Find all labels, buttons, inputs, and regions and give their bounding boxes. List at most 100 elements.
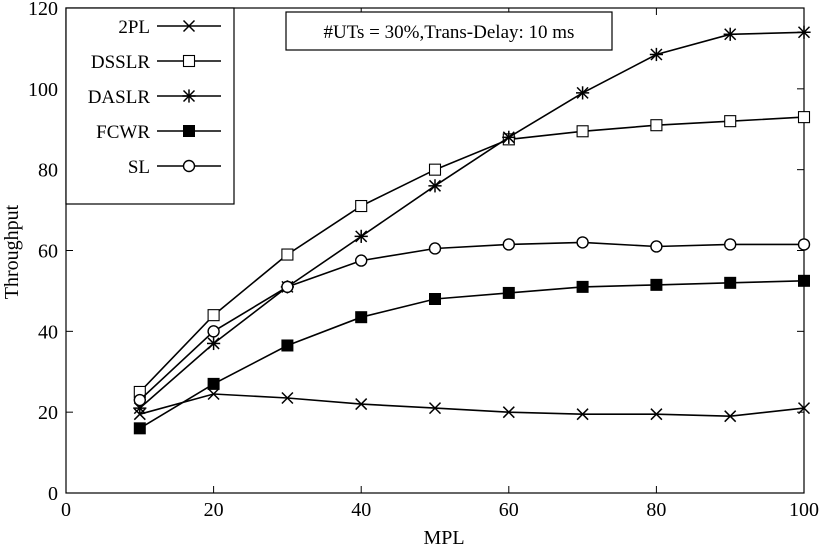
legend-marker-2pl [182, 19, 196, 33]
data-point-daslr [576, 86, 590, 100]
marker-shape [207, 377, 220, 390]
data-point-sl [355, 254, 368, 267]
series-2pl [133, 387, 811, 423]
series-line-daslr [139, 31, 805, 409]
data-point-fcwr [502, 286, 515, 299]
data-point-fcwr [429, 293, 441, 305]
data-point-sl [724, 238, 737, 251]
data-point-2pl [502, 406, 515, 419]
marker-stroke [724, 410, 737, 423]
marker-shape [650, 240, 663, 253]
data-point-2pl [797, 402, 811, 415]
marker-shape [133, 393, 147, 407]
data-point-dsslr [207, 309, 220, 322]
legend-entry-dsslr: DSSLR [91, 52, 221, 73]
marker-shape [502, 238, 515, 251]
data-point-fcwr [798, 274, 810, 287]
marker-shape [207, 325, 220, 338]
marker-shape [428, 163, 442, 176]
marker-stroke [428, 402, 442, 415]
data-point-daslr [354, 229, 368, 243]
legend-entry-sl: SL [128, 157, 221, 178]
marker-shape [281, 248, 294, 261]
data-point-2pl [281, 391, 294, 405]
marker-shape [133, 422, 146, 435]
y-tick-label: 20 [38, 402, 58, 424]
legend-label-sl: SL [128, 157, 150, 178]
marker-shape [797, 111, 811, 124]
marker-shape [355, 311, 368, 324]
marker-stroke [502, 406, 515, 419]
data-point-sl [428, 242, 442, 255]
data-point-fcwr [576, 280, 589, 293]
data-point-daslr [428, 179, 442, 193]
legend: 2PL DSSLR DASLR FCWR SL [65, 7, 235, 205]
data-point-fcwr [207, 377, 220, 390]
data-point-daslr [797, 25, 811, 39]
data-point-fcwr [355, 311, 368, 324]
data-point-sl [502, 238, 515, 251]
marker-stroke [182, 19, 196, 33]
marker-stroke [650, 408, 663, 421]
marker-shape [724, 276, 737, 289]
legend-entry-2pl: 2PL [118, 17, 221, 38]
legend-label-fcwr: FCWR [96, 122, 150, 143]
x-tick-label: 0 [61, 499, 71, 521]
ticks: 0 20 40 60 80 100 0 20 40 60 80 100 120 [28, 0, 819, 521]
data-point-fcwr [650, 278, 663, 291]
data-point-dsslr [428, 163, 442, 176]
x-tick-label: 80 [646, 499, 666, 521]
data-point-daslr [723, 27, 737, 41]
y-tick-label: 60 [38, 241, 58, 263]
series-layer [133, 25, 811, 435]
data-point-fcwr [724, 276, 737, 289]
marker-stroke [797, 402, 811, 415]
marker-shape [576, 236, 589, 249]
marker-shape [502, 286, 515, 299]
marker-shape [281, 280, 294, 294]
series-line-2pl [139, 393, 805, 418]
legend-entry-daslr: DASLR [88, 87, 221, 108]
marker-shape [281, 339, 294, 352]
x-tick-label: 20 [204, 499, 224, 521]
marker-shape [182, 159, 196, 173]
marker-shape [650, 278, 663, 291]
marker-shape [355, 254, 368, 267]
data-point-dsslr [281, 248, 294, 261]
marker-shape [428, 242, 442, 255]
legend-label-dsslr: DSSLR [91, 52, 150, 73]
annotation-text: #UTs = 30%,Trans-Delay: 10 ms [324, 22, 575, 43]
data-point-2pl [355, 398, 368, 411]
legend-label-2pl: 2PL [118, 17, 150, 38]
data-point-daslr [502, 130, 516, 144]
data-point-dsslr [650, 119, 663, 132]
marker-shape [429, 293, 441, 305]
data-point-sl [576, 236, 589, 249]
data-point-dsslr [724, 115, 737, 128]
series-dsslr [133, 111, 811, 399]
data-point-dsslr [355, 199, 368, 213]
y-axis-label: Throughput [1, 204, 23, 299]
marker-shape [724, 115, 737, 128]
marker-stroke [281, 391, 294, 405]
legend-marker-fcwr [183, 125, 195, 137]
data-point-sl [281, 280, 294, 294]
legend-box [65, 7, 235, 205]
x-tick-label: 40 [351, 499, 371, 521]
marker-shape [576, 125, 589, 138]
series-line-dsslr [139, 116, 805, 393]
data-point-2pl [650, 408, 663, 421]
marker-shape [207, 309, 220, 322]
data-point-sl [650, 240, 663, 253]
data-point-sl [207, 325, 220, 338]
series-sl [133, 236, 811, 407]
data-point-fcwr [133, 422, 146, 435]
marker-shape [798, 274, 810, 287]
series-daslr [133, 25, 811, 415]
marker-shape [182, 54, 196, 68]
data-point-sl [133, 393, 147, 407]
legend-label-daslr: DASLR [88, 87, 151, 108]
marker-shape [650, 119, 663, 132]
y-tick-label: 80 [38, 160, 58, 182]
